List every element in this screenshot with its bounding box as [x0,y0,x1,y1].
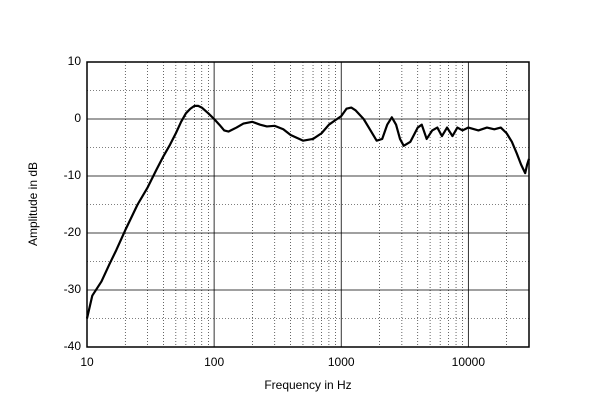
x-tick-label: 100 [204,355,224,369]
x-tick-label: 10 [80,355,94,369]
x-axis-label: Frequency in Hz [264,378,351,392]
y-tick-label: 0 [74,111,81,125]
y-axis-label: Amplitude in dB [26,162,40,246]
y-tick-label: 10 [68,54,82,68]
data-line [85,104,531,319]
x-tick-label: 10000 [452,355,486,369]
y-tick-label: -30 [64,282,82,296]
y-tick-label: -40 [64,339,82,353]
y-tick-label: -10 [64,168,82,182]
x-tick-label: 1000 [328,355,355,369]
plot-frame [86,61,530,348]
y-tick-label: -20 [64,225,82,239]
